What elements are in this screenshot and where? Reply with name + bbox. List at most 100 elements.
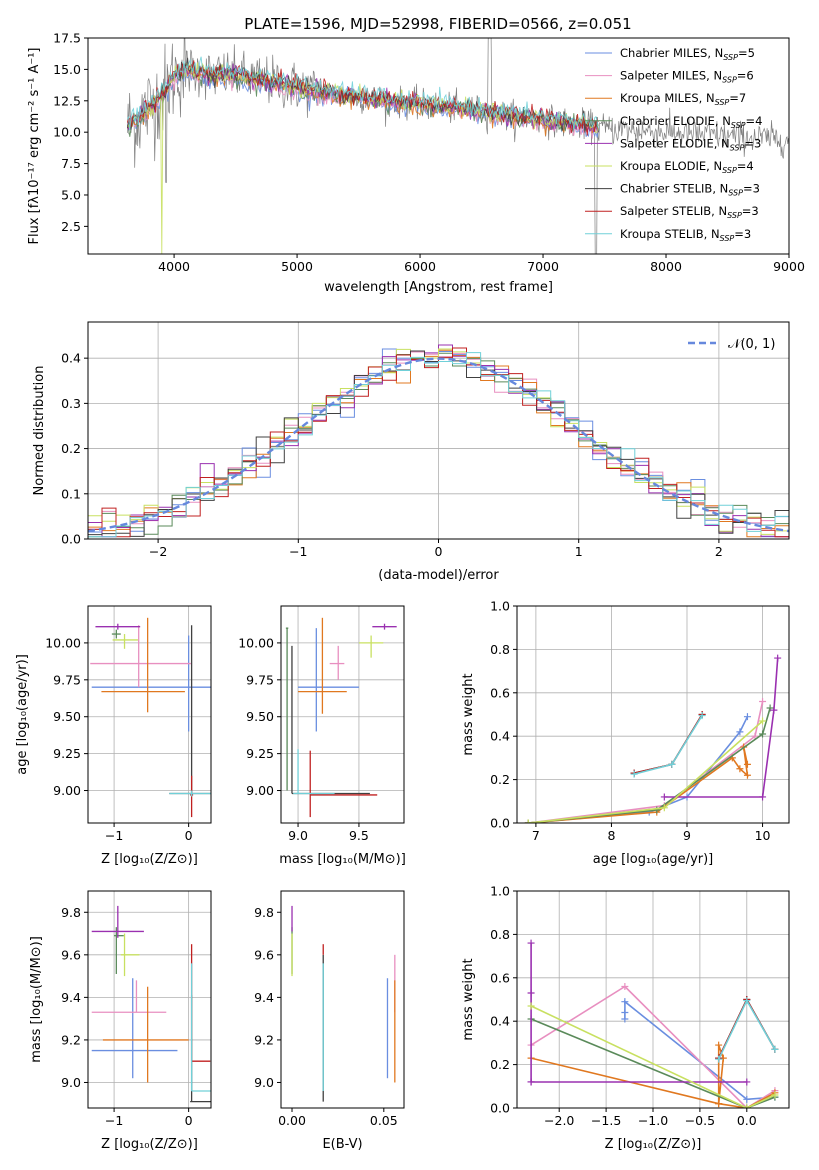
series-marker — [743, 1095, 751, 1103]
x-tick-label: 0 — [185, 828, 193, 843]
legend-label: Salpeter MILES, NSSP=6 — [620, 69, 754, 85]
series-marker — [759, 730, 767, 738]
legend-label: Chabrier MILES, NSSP=5 — [620, 46, 755, 62]
legend-model: Kroupa STELIB — [620, 227, 704, 241]
y-tick-label: 9.75 — [53, 672, 81, 687]
legend-n-prefix: N — [718, 204, 727, 218]
y-tick-label: 5.0 — [61, 187, 81, 202]
y-tick-label: 9.0 — [61, 1075, 81, 1090]
y-tick-label: 9.6 — [254, 947, 274, 962]
legend-n-value: =3 — [734, 227, 751, 241]
x-axis-label: wavelength [Angstrom, rest frame] — [324, 280, 553, 295]
plot-area — [524, 654, 782, 823]
data-point-3 — [285, 627, 289, 791]
model-spectrum-8 — [126, 56, 599, 131]
series-marker — [759, 717, 767, 725]
y-tick-label: 0.2 — [490, 772, 510, 787]
legend-item: Salpeter MILES, NSSP=6 — [585, 69, 754, 85]
legend-label: Chabrier STELIB, NSSP=3 — [620, 182, 760, 198]
legend-n-prefix: N — [713, 159, 722, 173]
legend-label: Kroupa STELIB, NSSP=3 — [620, 227, 751, 243]
x-tick-label: 9 — [683, 828, 691, 843]
y-axis-label: mass weight — [461, 958, 476, 1040]
x-tick-label: 0.0 — [737, 1113, 757, 1128]
y-axis-label: age [log₁₀(age/yr)] — [15, 654, 30, 775]
legend-n-sub: SSP — [730, 143, 745, 152]
series-marker — [759, 793, 767, 801]
legend-n-prefix: N — [721, 136, 730, 150]
series-marker — [774, 654, 782, 662]
legend-item: Salpeter STELIB, NSSP=3 — [585, 204, 759, 220]
y-tick-label: 0.2 — [490, 1057, 510, 1072]
y-tick-label: 10.00 — [238, 635, 274, 650]
data-point-2 — [102, 986, 189, 1083]
series-marker — [743, 771, 751, 779]
y-tick-label: 0.6 — [490, 970, 510, 985]
mass-vs-extinction-panel: 0.00 0.05 9.0 9.2 9.4 9.6 9.8 E(B-V) — [254, 890, 405, 1152]
y-tick-label: 15.0 — [53, 62, 81, 77]
series-marker — [771, 1091, 779, 1099]
series-line-1 — [528, 701, 764, 823]
plot-area — [285, 617, 397, 818]
y-tick-label: 9.4 — [61, 990, 81, 1005]
x-tick-label: 9.0 — [288, 828, 308, 843]
x-tick-label: −1 — [105, 828, 123, 843]
x-tick-label: −0.5 — [685, 1113, 715, 1128]
x-tick-label: 9.5 — [349, 828, 369, 843]
x-axis-label: E(B-V) — [322, 1137, 362, 1152]
legend-label: Salpeter STELIB, NSSP=3 — [620, 204, 759, 220]
y-tick-label: 0.0 — [61, 532, 81, 547]
y-tick-label: 0.4 — [61, 351, 81, 366]
y-tick-label: 0.3 — [61, 396, 81, 411]
data-point-6 — [291, 645, 370, 795]
legend-n-value: =3 — [744, 136, 761, 150]
legend-n-prefix: N — [706, 91, 715, 105]
x-tick-label: 9000 — [773, 259, 805, 274]
y-tick-label: 0.1 — [61, 486, 81, 501]
series-line-5 — [530, 1005, 776, 1108]
axes-frame — [87, 605, 212, 824]
y-tick-label: 7.5 — [61, 156, 81, 171]
plot-area — [126, 38, 789, 254]
weight-vs-metallicity-panel: −2.0 −1.5 −1.0 −0.5 0.0 0.0 0.2 0.4 0.6 0.8 1.0 Z [… — [461, 884, 790, 1152]
data-point-4 — [95, 623, 141, 630]
legend-n-sub: SSP — [728, 189, 743, 198]
legend-n-sub: SSP — [722, 76, 737, 85]
legend-n-prefix: N — [720, 182, 729, 196]
plot-area — [527, 939, 779, 1108]
axes-frame — [87, 890, 212, 1109]
series-marker — [766, 704, 774, 712]
legend-n-sub: SSP — [722, 166, 737, 175]
series-line-7 — [633, 714, 703, 774]
series-marker — [668, 760, 676, 768]
legend-label: 𝒩(0, 1) — [728, 337, 775, 352]
series-marker — [660, 804, 668, 812]
series-marker — [698, 712, 706, 720]
age-vs-mass-panel: 9.0 9.5 9.00 9.25 9.50 9.75 10.00 mass [log₁₀(M… — [238, 605, 406, 867]
y-tick-label: 9.50 — [53, 709, 81, 724]
x-tick-label: 0.05 — [370, 1113, 398, 1128]
y-axis-label: mass weight — [461, 673, 476, 755]
data-point-8 — [169, 790, 211, 797]
y-tick-label: 9.2 — [61, 1032, 81, 1047]
data-point-4 — [91, 905, 144, 938]
series-marker — [715, 1055, 723, 1063]
series-line-3 — [530, 1018, 776, 1108]
legend-item: Salpeter ELODIE, NSSP=3 — [585, 136, 761, 152]
residual-histogram-8 — [88, 352, 789, 538]
x-axis-label: Z [log₁₀(Z/Z⊙)] — [101, 852, 198, 867]
legend-model: Chabrier ELODIE — [620, 114, 715, 128]
x-tick-label: −1.0 — [638, 1113, 668, 1128]
series-marker — [743, 997, 751, 1005]
legend-item: Kroupa MILES, NSSP=7 — [585, 91, 746, 107]
y-tick-label: 17.5 — [53, 31, 81, 46]
y-tick-label: 10.0 — [53, 125, 81, 140]
y-tick-label: 1.0 — [490, 884, 510, 899]
legend-n-sub: SSP — [731, 121, 746, 130]
series-marker — [621, 1009, 629, 1017]
series-marker — [527, 939, 535, 947]
legend-label: Kroupa ELODIE, NSSP=4 — [620, 159, 754, 175]
x-tick-label: −2.0 — [544, 1113, 574, 1128]
series-marker — [770, 706, 778, 714]
